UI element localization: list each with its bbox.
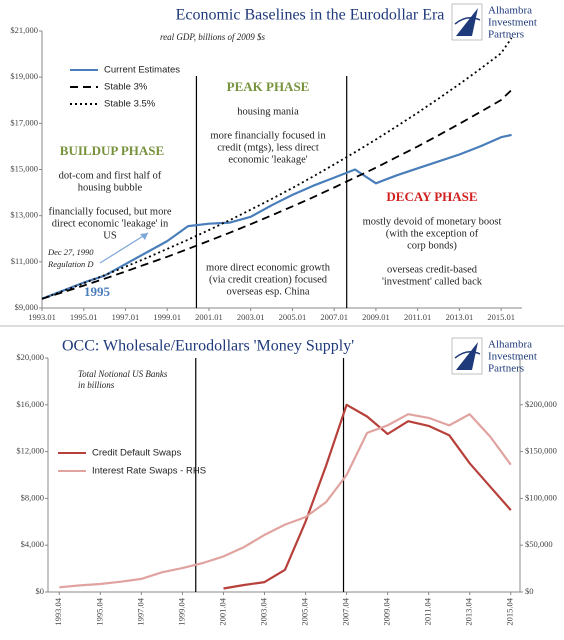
x-tick-label: 2011.01 — [404, 312, 431, 322]
annotation: overseas credit-based — [387, 264, 478, 275]
annotation: (via credit creation) focused — [209, 274, 328, 285]
y-tick-label: $21,000 — [10, 25, 38, 35]
logo-text: Investment — [488, 17, 537, 29]
logo-swoosh — [454, 17, 481, 25]
annotation: housing mania — [237, 106, 299, 117]
x-tick-label: 1999.04 — [176, 597, 186, 625]
series-line — [41, 133, 512, 300]
series-line — [41, 37, 513, 300]
y-tick-label: $17,000 — [10, 117, 38, 127]
annotation: 'investment' called back — [382, 276, 483, 287]
y-tick-label: $19,000 — [10, 71, 38, 81]
x-tick-label: 2011.04 — [423, 597, 433, 625]
annotation: economic 'leakage' — [228, 154, 307, 165]
chart-subtitle: in billions — [78, 380, 115, 390]
y-tick-label: $0 — [36, 586, 45, 596]
legend-label: Interest Rate Swaps - RHS — [92, 466, 206, 477]
logo-icon — [456, 8, 478, 36]
annotation: US — [103, 230, 117, 241]
logo-text: Investment — [488, 351, 537, 363]
series-line — [59, 413, 512, 589]
x-tick-label: 2003.01 — [237, 312, 265, 322]
chart-title: OCC: Wholesale/Eurodollars 'Money Supply… — [62, 338, 354, 355]
annotation: more direct economic growth — [206, 262, 331, 273]
x-tick-label: 2013.01 — [446, 312, 474, 322]
x-tick-label: 1993.01 — [28, 312, 56, 322]
logo-text: Partners — [488, 363, 524, 375]
x-tick-label: 2007.04 — [341, 597, 351, 625]
series-line — [41, 89, 513, 300]
annotation: mostly devoid of monetary boost — [363, 216, 502, 227]
annotation: Dec 27, 1990 — [47, 247, 94, 257]
x-tick-label: 1999.01 — [153, 312, 181, 322]
chart-subtitle: real GDP, billions of 2009 $s — [160, 32, 266, 42]
annotation: financially focused, but more — [48, 206, 171, 217]
annotation-arrow — [99, 232, 149, 264]
y-tick-label: $12,000 — [16, 446, 44, 456]
y2-tick-label: $200,000 — [525, 399, 557, 409]
series-line — [223, 403, 512, 590]
y2-tick-label: $150,000 — [525, 446, 557, 456]
annotation: (with the exception of — [386, 228, 479, 239]
legend-label: Credit Default Swaps — [92, 448, 181, 459]
y-tick-label: $11,000 — [11, 256, 38, 266]
legend-label: Stable 3.5% — [104, 99, 156, 110]
x-tick-label: 1995.01 — [70, 312, 98, 322]
y-tick-label: $8,000 — [21, 492, 44, 502]
x-tick-label: 2009.04 — [382, 597, 392, 625]
y-tick-label: $13,000 — [10, 210, 38, 220]
logo-text: Partners — [488, 29, 524, 41]
annotation: credit (mtgs), less direct — [217, 142, 319, 153]
y2-tick-label: $100,000 — [525, 492, 557, 502]
annotation: overseas esp. China — [226, 286, 309, 297]
chart-subtitle: Total Notional US Banks — [78, 369, 168, 379]
annotation: BUILDUP PHASE — [60, 143, 164, 158]
x-tick-label: 1995.04 — [94, 597, 104, 625]
annotation: PEAK PHASE — [227, 79, 310, 94]
y-tick-label: $4,000 — [21, 539, 44, 549]
y-tick-label: $9,000 — [15, 302, 38, 312]
x-tick-label: 1997.01 — [112, 312, 140, 322]
x-tick-label: 2015.04 — [505, 597, 515, 625]
y-tick-label: $16,000 — [16, 399, 44, 409]
y-tick-label: $20,000 — [16, 352, 44, 362]
annotation: 1995 — [84, 284, 111, 299]
x-tick-label: 2007.01 — [320, 312, 348, 322]
annotation: more financially focused in — [210, 130, 326, 141]
annotation: dot-com and first half of — [59, 170, 162, 181]
logo-swoosh — [454, 351, 481, 359]
annotation: housing bubble — [78, 182, 143, 193]
x-tick-label: 1997.04 — [135, 597, 145, 625]
annotation: DECAY PHASE — [386, 189, 477, 204]
x-tick-label: 2015.01 — [487, 312, 515, 322]
x-tick-label: 2013.04 — [464, 597, 474, 625]
annotation: corp bonds) — [407, 240, 457, 251]
chart-title: Economic Baselines in the Eurodollar Era — [176, 7, 445, 24]
x-tick-label: 2001.01 — [195, 312, 223, 322]
x-tick-label: 2009.01 — [362, 312, 390, 322]
legend-label: Current Estimates — [104, 65, 180, 76]
logo-text: Alhambra — [488, 5, 532, 17]
y2-tick-label: $0 — [525, 586, 534, 596]
annotation: direct economic 'leakage' in — [52, 218, 169, 229]
legend-label: Stable 3% — [104, 82, 148, 93]
annotation: Regulation D — [47, 259, 94, 269]
annotation-arrowhead — [140, 233, 148, 240]
y-tick-label: $15,000 — [10, 163, 38, 173]
logo-icon — [456, 342, 478, 370]
x-tick-label: 2005.04 — [300, 597, 310, 625]
logo-text: Alhambra — [488, 339, 532, 351]
y2-tick-label: $50,000 — [525, 539, 553, 549]
x-tick-label: 2005.01 — [279, 312, 307, 322]
x-tick-label: 2003.04 — [258, 597, 268, 625]
x-tick-label: 2001.04 — [217, 597, 227, 625]
x-tick-label: 1993.04 — [53, 597, 63, 625]
